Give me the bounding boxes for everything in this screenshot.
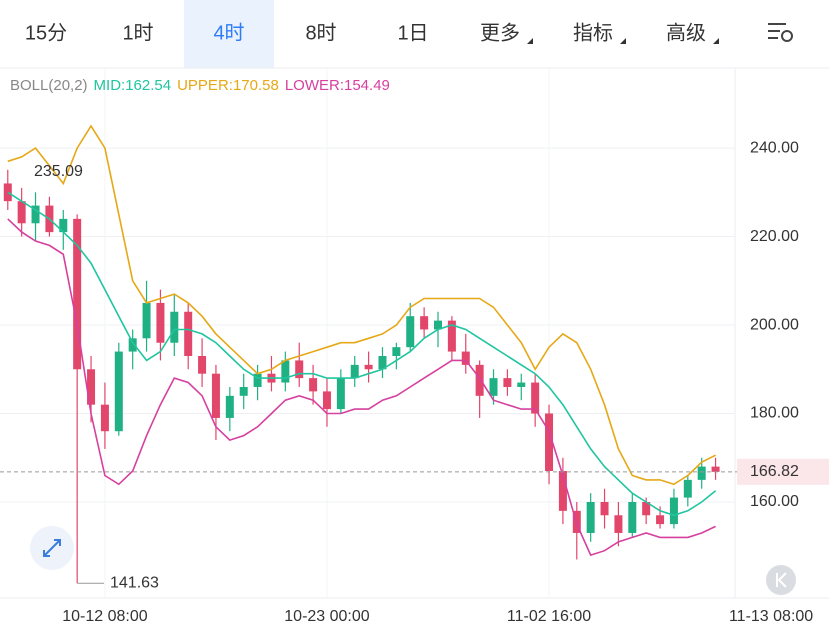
candle-body [73,218,82,370]
tab-selected-bg [184,0,274,68]
candle-body [239,386,248,396]
candle-body [711,466,720,472]
candle-body [392,347,401,357]
candle-body [406,316,415,348]
candle-body [669,497,678,525]
candle-body [309,378,318,392]
expand-button[interactable] [30,526,74,570]
x-tick-label: 11-13 08:00 [729,608,813,625]
back-button[interactable] [766,565,796,595]
candle-body [87,369,96,405]
candle-body [253,373,262,387]
tab-bar: 15分 1时 4时 8时 1日 更多 指标 高级 [25,0,719,68]
candle-body [461,351,470,365]
tab[interactable]: 更多 [480,21,520,44]
candle-body [281,360,290,383]
candle-body [364,364,373,370]
tab[interactable]: 8时 [305,21,336,44]
indicator-label: BOLL(20,2) [10,77,88,94]
candle-body [628,501,637,533]
candle-body [697,466,706,480]
candle-body [503,378,512,387]
candle-body [558,471,567,511]
plot [0,68,735,598]
candle-body [156,302,165,343]
dropdown-triangle [527,38,533,44]
tab[interactable]: 4时 [213,21,244,44]
candle-body [378,356,387,370]
candle-body [517,382,526,387]
y-tick-label: 180.00 [750,405,799,422]
candle-body [225,395,234,418]
tab[interactable]: 1时 [122,21,153,44]
back-icon [776,572,787,588]
candle-body [170,311,179,343]
candle-body [420,316,429,330]
candle-body [114,351,123,432]
candle-body [489,378,498,396]
candle-body [3,183,12,202]
candle-body [295,360,304,379]
y-tick-label: 200.00 [750,316,799,333]
candle-body [475,364,484,396]
high-label: 235.09 [34,163,83,180]
tab[interactable]: 指标 [573,21,613,44]
candle-body [447,320,456,352]
legend-entry: LOWER:154.49 [285,77,390,94]
band-line [7,218,716,557]
candle-body [198,356,207,374]
y-tick-label: 240.00 [750,139,799,156]
legend-entry: UPPER:170.58 [177,77,279,94]
tab[interactable]: 1日 [397,22,428,44]
candle-body [642,501,651,516]
icon-gear [781,30,793,42]
candle-body [128,338,137,352]
y-tick-label: 160.00 [750,493,799,510]
candle-body [100,404,109,432]
x-tick-label: 10-12 08:00 [62,608,148,625]
button-bg [766,565,796,595]
low-label: 141.63 [110,574,159,591]
x-tick-label: 10-23 00:00 [284,608,370,625]
candle-body [531,382,540,414]
expand-icon [43,539,61,557]
candle-body [322,391,331,410]
x-tick-label: 11-02 16:00 [507,608,591,625]
candle-body [59,218,68,233]
current-price-box [737,458,829,485]
candle-body [184,311,193,357]
dropdown-triangle [713,38,719,44]
candle-body [614,515,623,533]
candle-body [142,302,151,339]
candle-body [600,501,609,516]
candle-body [31,205,40,224]
band-line [7,191,717,517]
dropdown-triangle [620,38,626,44]
current-price-label: 166.82 [750,463,799,480]
candle-body [350,364,359,379]
candle-body [336,378,345,410]
candle-body [434,320,443,330]
legend-entry: MID:162.54 [94,77,172,94]
candle-body [656,515,665,525]
tab[interactable]: 高级 [666,21,706,44]
legend: BOLL(20,2) MID:162.54 UPPER:170.58 LOWER:1… [10,77,390,94]
tab[interactable]: 15分 [25,21,67,44]
candle-body [586,501,595,533]
candle-body [211,373,220,418]
y-tick-label: 220.00 [750,228,799,245]
candle-body [545,413,554,472]
band-line [7,124,716,486]
settings-icon[interactable] [768,23,793,42]
candle-body [683,479,692,498]
candle-body [17,201,26,224]
